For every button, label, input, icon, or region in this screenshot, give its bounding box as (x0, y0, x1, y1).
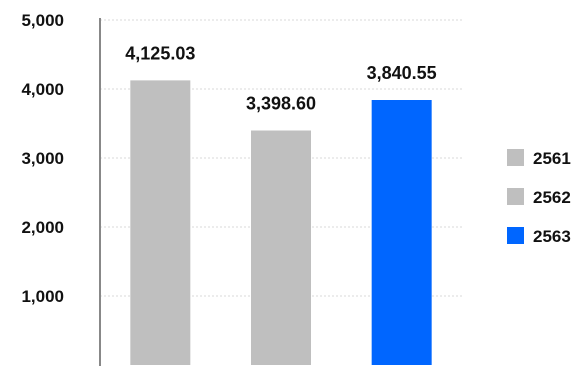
y-tick-label-1000: 1,000 (21, 287, 64, 306)
bar-2562 (251, 130, 311, 365)
legend-label-2563: 2563 (533, 227, 571, 246)
y-tick-label-4000: 4,000 (21, 80, 64, 99)
legend-swatch-2563 (507, 227, 524, 244)
data-label-2562: 3,398.60 (246, 93, 316, 113)
y-tick-label-5000: 5,000 (21, 11, 64, 30)
legend-label-2562: 2562 (533, 188, 571, 207)
y-tick-label-2000: 2,000 (21, 218, 64, 237)
legend-label-2561: 2561 (533, 149, 571, 168)
bar-2563 (371, 100, 432, 366)
data-label-2561: 4,125.03 (125, 43, 195, 63)
bar-2561 (130, 80, 191, 366)
legend-swatch-2562 (507, 188, 524, 205)
y-tick-label-3000: 3,000 (21, 149, 64, 168)
bars (130, 80, 432, 366)
legend: 2561 2562 2563 (507, 149, 571, 246)
data-label-2563: 3,840.55 (367, 63, 437, 83)
data-labels: 4,125.03 3,398.60 3,840.55 (125, 43, 436, 113)
legend-swatch-2561 (507, 149, 524, 166)
y-axis-tick-labels: 1,000 2,000 3,000 4,000 5,000 (21, 11, 64, 306)
